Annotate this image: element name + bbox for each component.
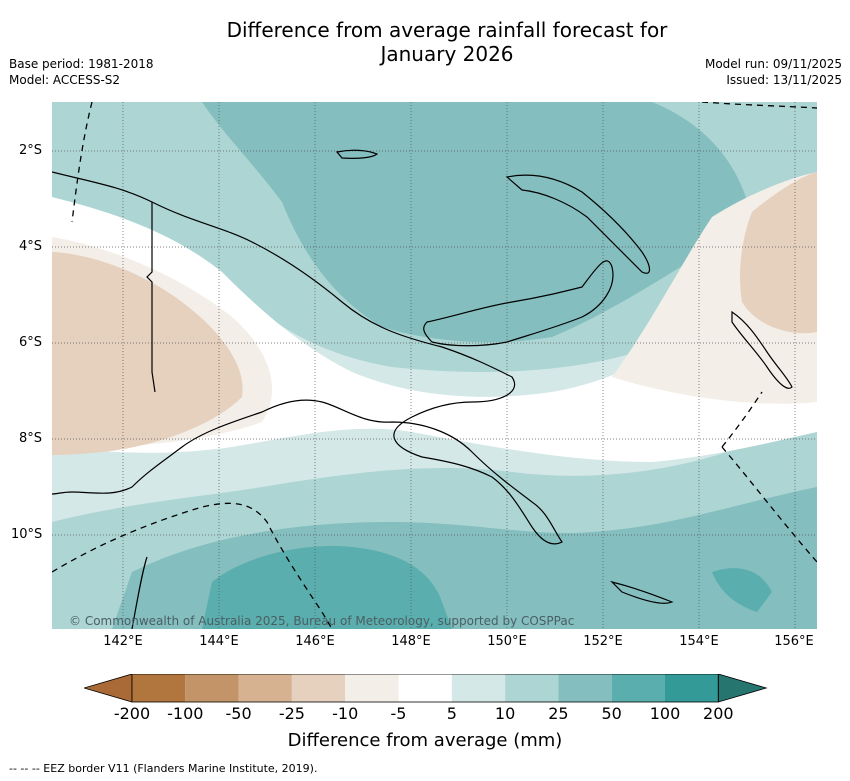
- lat-tick-8s: 8°S: [19, 431, 43, 446]
- base-period-label: Base period: 1981-2018: [9, 57, 154, 71]
- rainfall-map: © Commonwealth of Australia 2025, Bureau…: [52, 102, 817, 629]
- colorbar-segment: [132, 674, 186, 702]
- lat-tick-4s: 4°S: [19, 239, 43, 254]
- map-eez-borders: [52, 102, 817, 629]
- lon-tick-150e: 150°E: [487, 634, 527, 649]
- lon-tick-152e: 152°E: [583, 634, 623, 649]
- colorbar-tick-label: 5: [446, 704, 457, 723]
- colorbar-tick-label: -10: [332, 704, 359, 723]
- coastline-manus: [335, 149, 379, 159]
- lon-tick-154e: 154°E: [679, 634, 719, 649]
- eez-border-west: [71, 102, 93, 223]
- colorbar-segment: [505, 674, 559, 702]
- colorbar-tick-label: -50: [225, 704, 252, 723]
- map-region-dry-west: [52, 252, 243, 455]
- issued-label: Issued: 13/11/2025: [726, 73, 842, 87]
- model-label: Model: ACCESS-S2: [9, 73, 121, 87]
- colorbar-segment: [665, 674, 719, 702]
- legend-title: Difference from average (mm): [287, 730, 563, 751]
- map-region-50-100-east: [712, 568, 772, 612]
- lon-tick-142e: 142°E: [103, 634, 143, 649]
- title-line-2: January 2026: [380, 42, 514, 66]
- lon-tick-144e: 144°E: [199, 634, 239, 649]
- colorbar-tick-label: 25: [548, 704, 569, 723]
- border-indonesia-png: [146, 202, 156, 393]
- map-coastlines: [52, 149, 793, 629]
- colorbar-tick-label: 10: [494, 704, 516, 723]
- colorbar-segment: [185, 674, 239, 702]
- colorbar-segment: [398, 674, 452, 702]
- coastline-louisiade: [610, 580, 674, 604]
- model-run-label: Model run: 09/11/2025: [704, 57, 842, 71]
- colorbar-tick-label: -25: [278, 704, 305, 723]
- colorbar-segment: [558, 674, 612, 702]
- colorbar-tick-label: -100: [167, 704, 204, 723]
- colorbar-tick-label: 200: [703, 704, 734, 723]
- colorbar-tick-label: 50: [601, 704, 622, 723]
- eez-note: -- -- -- EEZ border V11 (Flanders Marine…: [9, 762, 318, 775]
- colorbar-extend-high: [717, 674, 768, 703]
- colorbar-segment: [611, 674, 665, 702]
- copyright-notice: © Commonwealth of Australia 2025, Bureau…: [69, 614, 575, 628]
- lon-tick-148e: 148°E: [391, 634, 431, 649]
- colorbar: [84, 674, 768, 703]
- lon-tick-156e: 156°E: [774, 634, 814, 649]
- chart-title: Difference from average rainfall forecas…: [180, 18, 714, 66]
- lon-tick-146e: 146°E: [295, 634, 335, 649]
- lat-tick-10s: 10°S: [11, 527, 43, 542]
- title-line-1: Difference from average rainfall forecas…: [226, 18, 668, 42]
- coastline-new-britain: [423, 260, 614, 347]
- coastline-bougainville: [731, 310, 793, 389]
- coastline-new-ireland: [505, 174, 651, 274]
- colorbar-tick-label: -5: [390, 704, 407, 723]
- colorbar-segment: [238, 674, 292, 702]
- coastline-cape-york: [131, 556, 148, 629]
- eez-border-south: [52, 502, 333, 629]
- colorbar-border: [131, 674, 719, 703]
- map-svg: [52, 102, 817, 629]
- coastline-new-guinea: [52, 171, 563, 545]
- colorbar-segment: [291, 674, 346, 702]
- lat-tick-6s: 6°S: [19, 335, 43, 350]
- lat-tick-2s: 2°S: [19, 143, 43, 158]
- colorbar-segment: [451, 674, 506, 702]
- eez-border-north-east: [701, 102, 817, 109]
- colorbar-segment: [345, 674, 399, 702]
- map-region-25-50-north: [202, 102, 752, 343]
- eez-border-south-east: [721, 446, 817, 563]
- colorbar-tick-label: -200: [113, 704, 151, 723]
- colorbar-tick-label: 100: [649, 704, 681, 723]
- meta-right: Model run: 09/11/2025 Issued: 13/11/2025: [705, 56, 842, 88]
- map-region-dry-east: [740, 172, 817, 334]
- map-region-50-100-south: [202, 546, 452, 629]
- colorbar-extend-low: [84, 674, 133, 703]
- meta-left: Base period: 1981-2018 Model: ACCESS-S2: [9, 56, 154, 88]
